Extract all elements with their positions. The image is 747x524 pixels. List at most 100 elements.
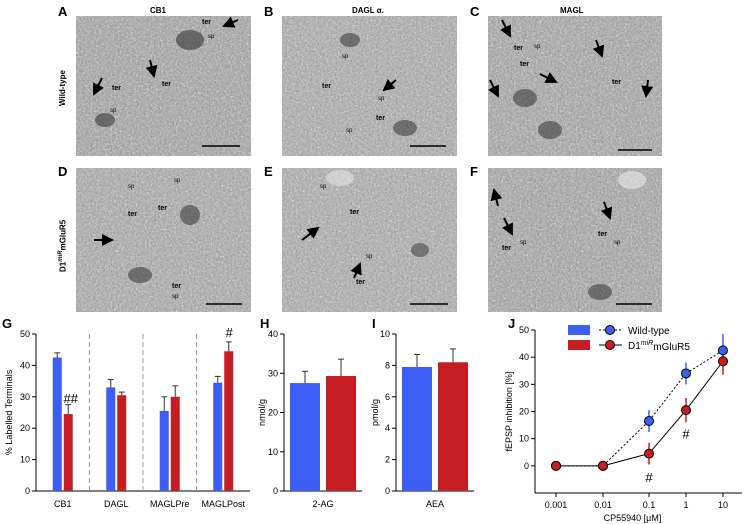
g-significance: # xyxy=(226,325,234,340)
g-significance: ## xyxy=(64,391,79,406)
j-legend-marker xyxy=(605,340,615,350)
micro-label: sp xyxy=(378,96,385,102)
micro-label: sp xyxy=(366,254,373,260)
micrograph-c-texture xyxy=(488,16,662,156)
h-bar xyxy=(326,375,356,491)
panel-label-e: E xyxy=(264,164,273,179)
j-x-tick-label: 0.01 xyxy=(594,500,612,510)
micro-label: ter xyxy=(514,45,523,52)
arrow-icon xyxy=(301,226,320,241)
arrow-icon xyxy=(500,19,511,38)
micrograph-f: ter sp ter sp xyxy=(488,168,662,312)
micrograph-b-texture xyxy=(282,16,457,156)
column-title-cb1: CB1 xyxy=(150,6,167,15)
j-point xyxy=(681,368,691,379)
g-bar xyxy=(224,351,234,491)
j-point xyxy=(718,356,728,367)
i-y-tick-label: 0 xyxy=(385,486,390,496)
j-y-tick-label: 30 xyxy=(519,379,529,389)
g-bar xyxy=(170,396,180,491)
micro-label: sp xyxy=(614,240,621,246)
i-y-tick-label: 10 xyxy=(380,329,390,339)
j-x-tick-label: 10 xyxy=(718,500,728,510)
j-significance: # xyxy=(645,470,653,485)
g-y-tick-label: 50 xyxy=(20,329,30,339)
j-point xyxy=(644,416,654,427)
arrow-icon xyxy=(490,188,503,207)
j-x-axis-label: CP55940 [µM] xyxy=(604,513,662,523)
arrow-icon xyxy=(488,79,499,98)
h-y-tick-label: 0 xyxy=(273,486,278,496)
j-legend-marker xyxy=(605,325,615,335)
g-category-label: MAGLPre xyxy=(150,499,190,509)
g-bar xyxy=(52,357,62,491)
chart-h: 0 10 20 30 40 nmol/g 2-AG xyxy=(257,329,362,509)
j-y-tick-label: 40 xyxy=(519,352,529,362)
j-x-tick-label: 1 xyxy=(683,500,688,510)
j-significance: # xyxy=(682,427,690,442)
g-category-label: MAGLPost xyxy=(201,499,245,509)
micrograph-d: sp sp ter ter ter sp xyxy=(76,168,251,312)
panel-label-d: D xyxy=(58,164,68,179)
arrow-icon xyxy=(222,16,239,28)
j-x-tick-label: 0.001 xyxy=(545,500,568,510)
micro-label: ter xyxy=(128,211,137,218)
panel-label-b: B xyxy=(264,4,274,19)
j-y-tick-label: 0 xyxy=(524,461,529,471)
i-bar xyxy=(402,366,432,491)
chart-i: 0 2 4 6 8 10 pmol/g AEA xyxy=(370,329,474,509)
g-y-tick-label: 10 xyxy=(20,455,30,465)
h-y-axis-label: nmol/g xyxy=(257,399,267,426)
j-y-tick-label: 50 xyxy=(519,325,529,335)
micro-label: sp xyxy=(320,184,327,190)
h-y-tick-label: 40 xyxy=(268,329,278,339)
micro-label: sp xyxy=(342,54,349,60)
j-x-tick-label: 0.1 xyxy=(643,500,656,510)
organelle xyxy=(326,170,354,186)
micro-label: ter xyxy=(356,279,365,286)
h-y-tick-label: 20 xyxy=(268,408,278,418)
chart-j: 0 10 20 30 40 50 fEPSP inhibition [%] 0.001 0.01… xyxy=(504,325,742,523)
j-legend-swatch-wild xyxy=(568,325,590,335)
h-x-axis-label: 2-AG xyxy=(312,499,333,509)
i-y-tick-label: 2 xyxy=(385,455,390,465)
h-bar xyxy=(290,383,320,491)
micro-label: ter xyxy=(112,85,121,92)
j-point xyxy=(598,460,608,471)
j-legend-label-mutant-sup: miR xyxy=(641,340,653,347)
micrograph-b: sp ter sp sp ter xyxy=(282,16,457,156)
j-legend-label-wild: Wild-type xyxy=(628,326,670,337)
arrow-icon xyxy=(382,78,397,92)
h-y-tick-label: 30 xyxy=(268,368,278,378)
micro-label: sp xyxy=(110,108,117,114)
micro-label: sp xyxy=(174,178,181,184)
j-point xyxy=(718,345,728,356)
arrow-icon xyxy=(592,39,605,58)
micrograph-e: sp ter sp ter xyxy=(282,168,457,312)
j-point xyxy=(551,460,561,471)
organelle xyxy=(176,30,204,50)
micro-label: sp xyxy=(534,44,541,50)
arrow-icon xyxy=(502,217,513,236)
panel-label-i: I xyxy=(372,316,376,331)
organelle xyxy=(393,120,417,136)
panel-label-a: A xyxy=(58,4,68,19)
organelle xyxy=(180,205,200,225)
panel-label-f: F xyxy=(470,164,478,179)
micro-label: sp xyxy=(346,128,353,134)
g-category-label: DAGL xyxy=(104,499,129,509)
micro-label: ter xyxy=(158,205,167,212)
micro-label: ter xyxy=(598,231,607,238)
organelle xyxy=(588,284,612,300)
organelle xyxy=(513,89,537,107)
panel-label-g: G xyxy=(2,316,13,331)
g-bar xyxy=(213,382,223,491)
arrow-icon xyxy=(145,59,158,78)
arrow-icon xyxy=(600,201,613,220)
column-title-dagl: DAGL α. xyxy=(352,6,384,15)
micro-label: ter xyxy=(520,61,529,68)
micrograph-e-texture xyxy=(282,168,457,312)
organelle xyxy=(618,171,646,189)
arrow-icon xyxy=(539,72,558,83)
